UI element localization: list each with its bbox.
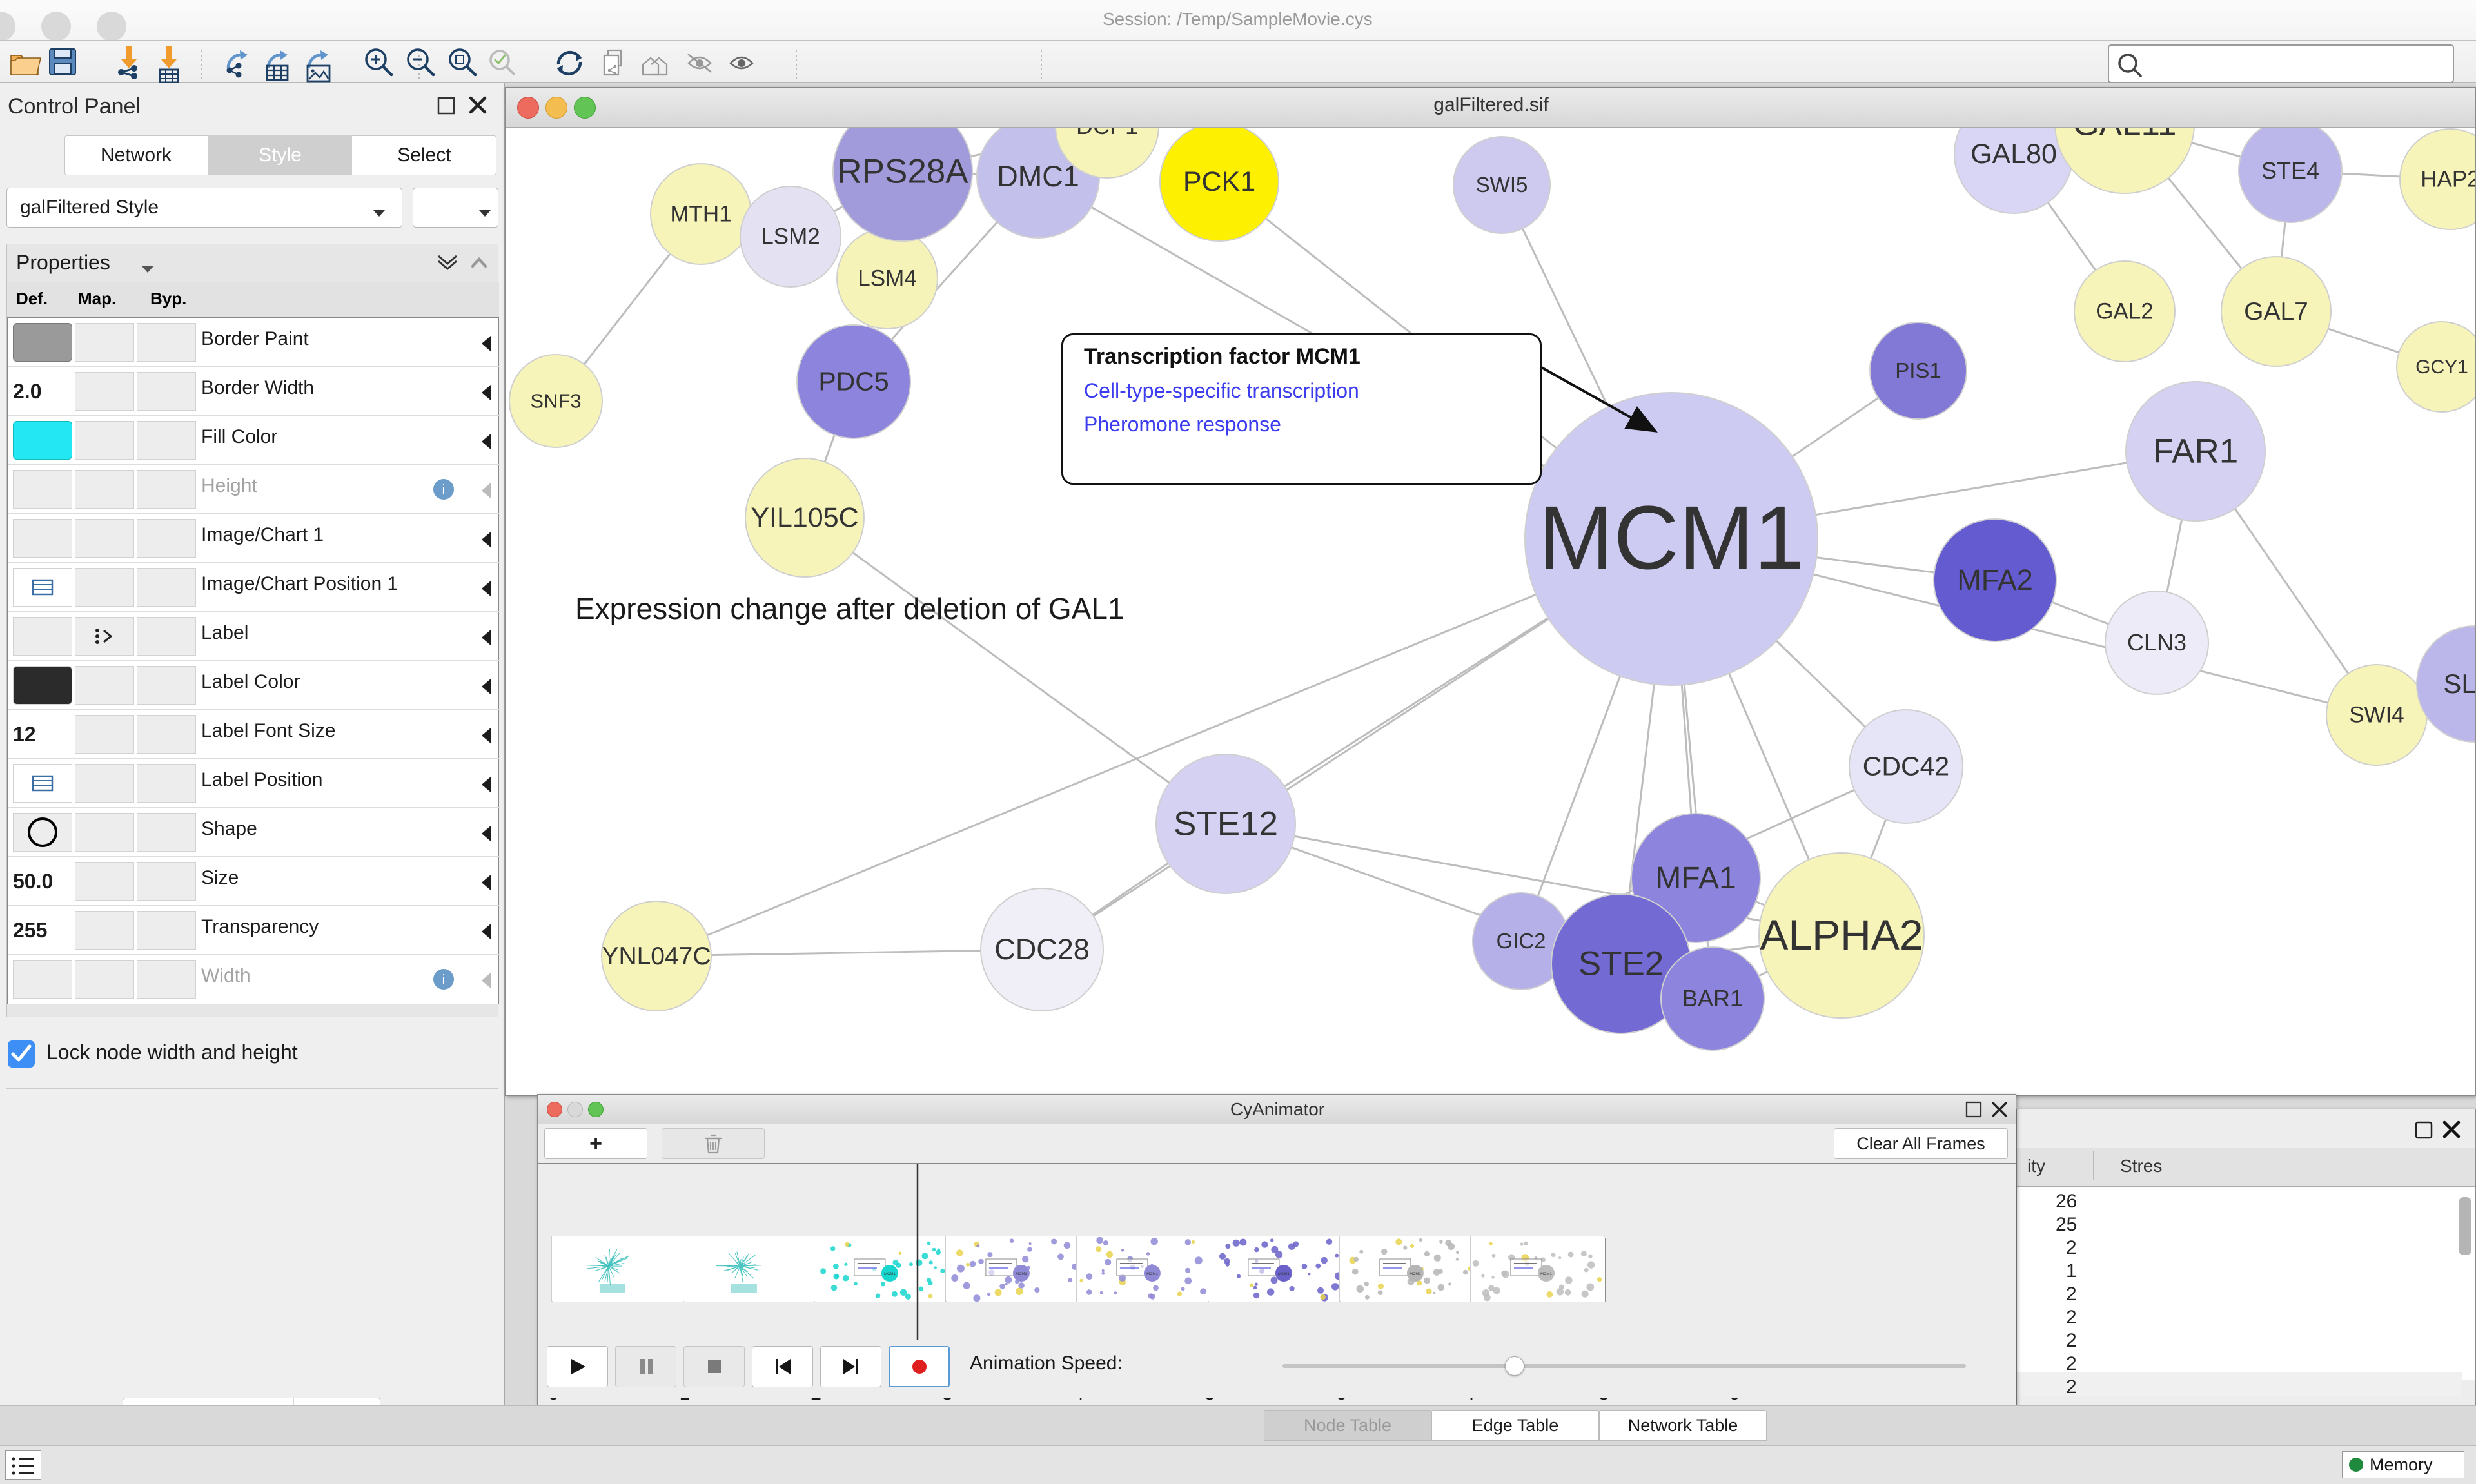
svg-text:PDC5: PDC5 <box>818 366 889 396</box>
svg-text:MFA2: MFA2 <box>1957 563 2033 596</box>
svg-text:SLT2: SLT2 <box>2443 669 2476 699</box>
svg-text:DMC1: DMC1 <box>997 160 1079 193</box>
svg-text:FAR1: FAR1 <box>2153 433 2239 471</box>
svg-text:CDC28: CDC28 <box>994 933 1090 966</box>
svg-text:SWI5: SWI5 <box>1476 173 1528 197</box>
svg-text:PIS1: PIS1 <box>1895 358 1941 382</box>
svg-text:RPS28A: RPS28A <box>837 153 968 191</box>
svg-text:GCY1: GCY1 <box>2415 356 2468 378</box>
svg-text:GIC2: GIC2 <box>1496 929 1546 953</box>
svg-text:CLN3: CLN3 <box>2127 629 2186 656</box>
svg-text:MFA1: MFA1 <box>1655 861 1736 895</box>
svg-text:GAL2: GAL2 <box>2096 298 2154 324</box>
svg-text:GAL80: GAL80 <box>1970 139 2057 170</box>
svg-text:HAP2: HAP2 <box>2421 166 2476 191</box>
svg-text:ALPHA2: ALPHA2 <box>1760 911 1923 959</box>
svg-text:LSM4: LSM4 <box>858 266 916 291</box>
svg-text:CDC42: CDC42 <box>1863 751 1949 781</box>
svg-text:STE4: STE4 <box>2261 157 2319 184</box>
svg-text:STE12: STE12 <box>1174 805 1278 843</box>
svg-text:SNF3: SNF3 <box>530 389 581 412</box>
svg-text:i: i <box>442 482 446 498</box>
svg-text:i: i <box>442 971 446 988</box>
svg-text:GAL7: GAL7 <box>2244 298 2308 326</box>
svg-text:DCP1: DCP1 <box>1076 128 1138 139</box>
svg-text:MTH1: MTH1 <box>670 201 731 226</box>
svg-text:STE2: STE2 <box>1578 945 1664 983</box>
svg-text:SWI4: SWI4 <box>2349 702 2404 727</box>
svg-text:YNL047C: YNL047C <box>602 942 711 970</box>
svg-text:LSM2: LSM2 <box>761 224 820 249</box>
svg-text:YIL105C: YIL105C <box>751 502 858 533</box>
svg-text:GAL11: GAL11 <box>2072 128 2176 143</box>
svg-text:BAR1: BAR1 <box>1682 985 1743 1011</box>
svg-text:PCK1: PCK1 <box>1183 166 1255 197</box>
